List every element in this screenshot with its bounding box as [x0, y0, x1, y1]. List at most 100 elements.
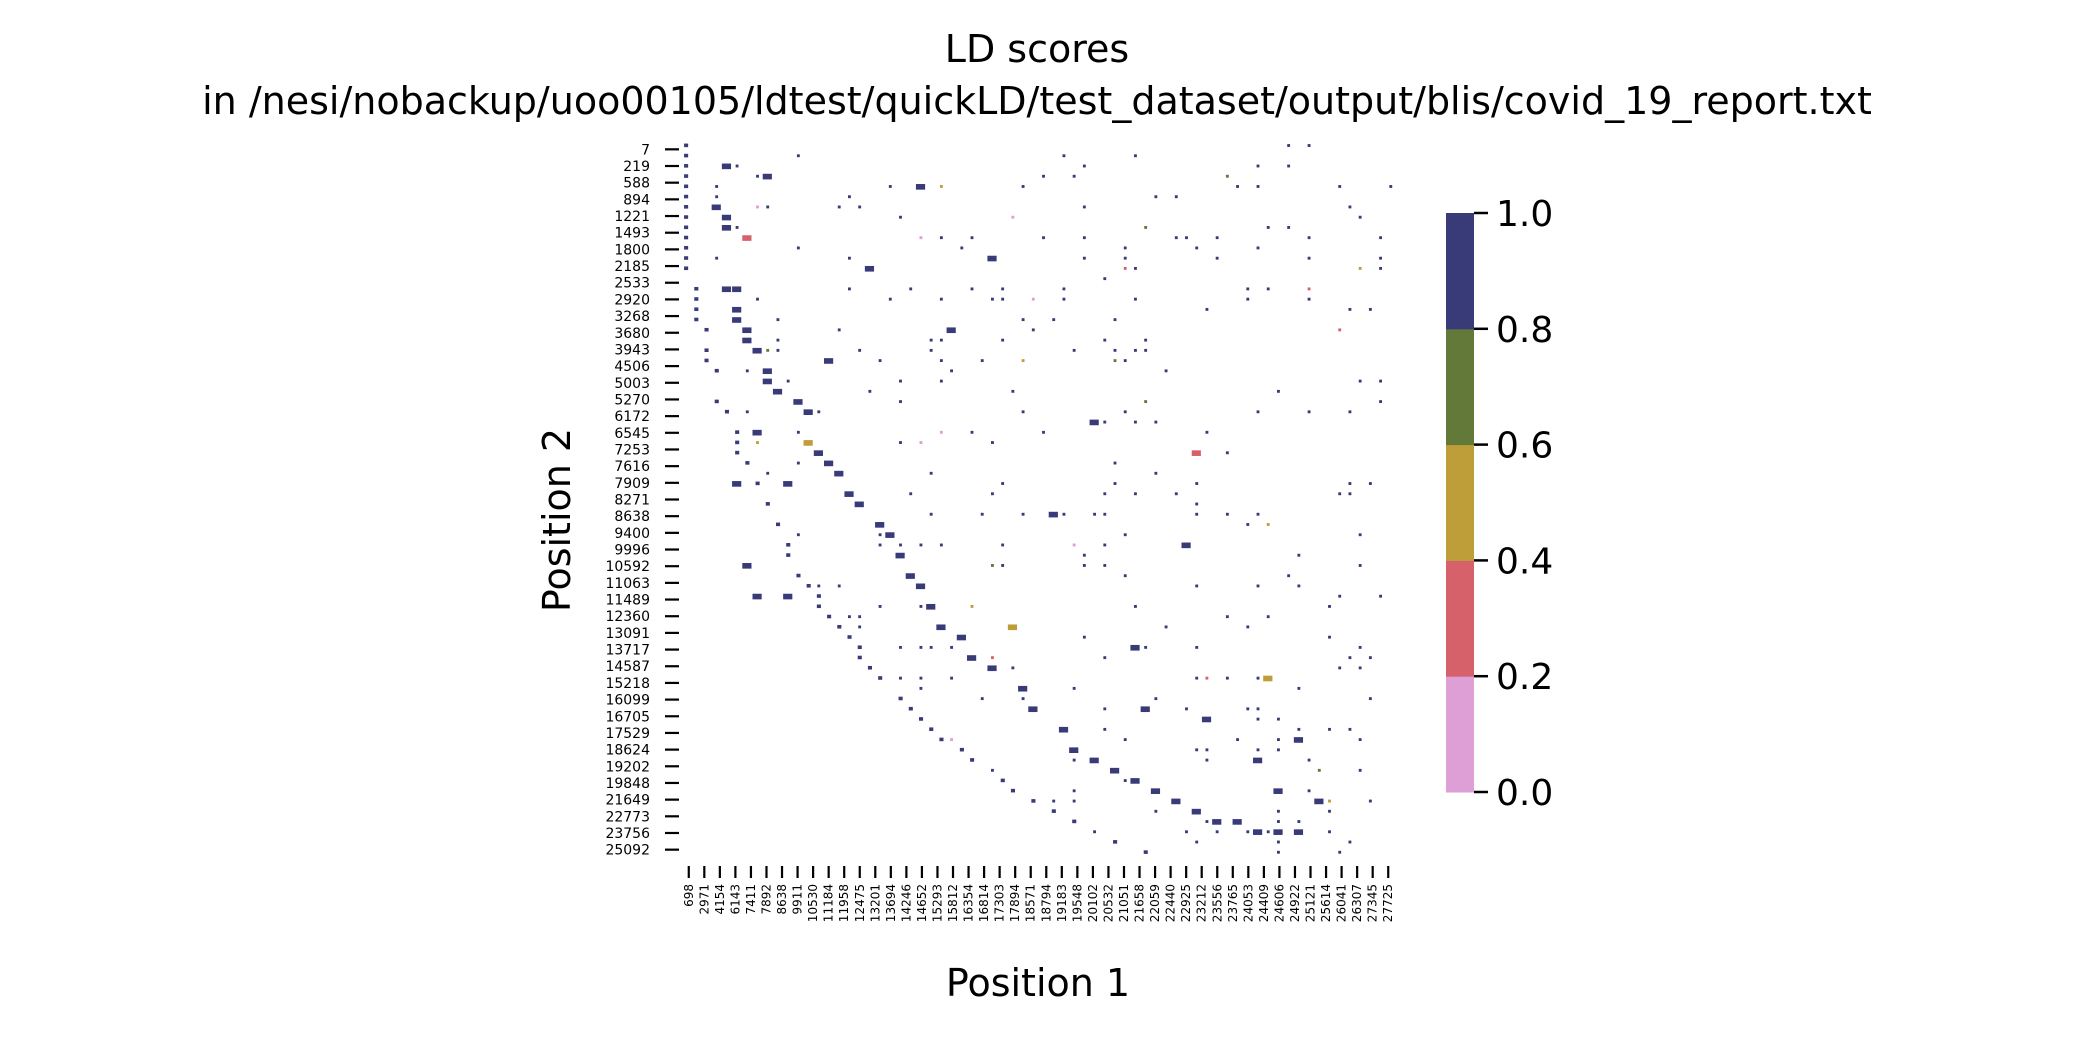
- heatmap-cell: [1328, 635, 1331, 639]
- heatmap-cell: [1174, 195, 1178, 199]
- heatmap-cell: [1123, 533, 1127, 537]
- heatmap-cell: [1297, 820, 1301, 823]
- heatmap-cell: [1379, 594, 1383, 598]
- heatmap-cell: [987, 255, 997, 262]
- heatmap-cell: [745, 410, 749, 414]
- heatmap-cell: [1307, 410, 1311, 414]
- x-tick-label: 22059: [1148, 884, 1162, 922]
- heatmap-cell: [796, 246, 800, 250]
- y-tick-label: 4506: [614, 359, 650, 375]
- y-tick-label: 5270: [614, 392, 650, 408]
- heatmap-cell: [960, 246, 964, 250]
- heatmap-cell: [1293, 737, 1304, 743]
- heatmap-cell: [1379, 266, 1383, 270]
- heatmap-cell: [1266, 830, 1270, 834]
- heatmap-cell: [1134, 420, 1137, 424]
- y-tick-label: 1800: [614, 242, 650, 258]
- heatmap-cell: [1253, 757, 1263, 764]
- chart-title: LD scores: [945, 27, 1129, 71]
- x-tick-label: 25614: [1319, 884, 1333, 922]
- heatmap-cell: [1185, 830, 1188, 834]
- heatmap-cell: [1195, 502, 1199, 506]
- heatmap-cell: [817, 410, 821, 414]
- heatmap-cell: [1277, 809, 1280, 813]
- heatmap-cell: [1001, 564, 1005, 567]
- colorbar-tick-label: 0.0: [1496, 773, 1553, 814]
- heatmap-cell: [848, 195, 851, 199]
- heatmap-cell: [950, 645, 954, 649]
- heatmap-cell: [1021, 512, 1025, 516]
- heatmap-cell: [1021, 318, 1025, 322]
- heatmap-cell: [1277, 850, 1280, 854]
- heatmap-cell: [1328, 809, 1331, 813]
- heatmap-cell: [796, 533, 800, 537]
- heatmap-cell: [1266, 523, 1270, 526]
- heatmap-cell: [1031, 799, 1036, 803]
- x-tick-label: 17894: [1008, 884, 1022, 922]
- heatmap-cell: [793, 399, 803, 405]
- heatmap-cell: [1072, 819, 1077, 824]
- heatmap-cell: [1123, 779, 1127, 782]
- heatmap-cell: [1287, 226, 1291, 229]
- x-tick-label: 16814: [977, 884, 991, 922]
- heatmap-cell: [875, 522, 885, 528]
- heatmap-cell: [715, 256, 719, 260]
- heatmap-cell: [796, 154, 800, 158]
- heatmap-cell: [905, 573, 915, 579]
- x-tick-label: 2971: [697, 884, 711, 915]
- heatmap-cell: [1123, 738, 1127, 742]
- x-tick-label: 698: [682, 884, 696, 907]
- heatmap-cell: [858, 615, 862, 619]
- heatmap-cell: [1277, 389, 1280, 393]
- y-tick-label: 15218: [605, 676, 650, 692]
- heatmap-cell: [684, 225, 689, 230]
- y-tick-label: 10592: [605, 559, 650, 575]
- heatmap-cell: [1072, 758, 1076, 762]
- heatmap-cell: [1052, 799, 1056, 803]
- heatmap-cell: [796, 461, 800, 465]
- heatmap-cell: [858, 625, 862, 629]
- heatmap-cell: [1287, 164, 1291, 168]
- heatmap-cell: [1246, 625, 1250, 629]
- heatmap-cell: [1225, 174, 1229, 178]
- heatmap-cell: [1062, 154, 1066, 158]
- heatmap-cell: [1113, 840, 1118, 844]
- x-tick-label: 27345: [1366, 884, 1380, 922]
- heatmap-cell: [908, 706, 913, 711]
- heatmap-cell: [704, 327, 709, 332]
- heatmap-cell: [1110, 767, 1120, 774]
- heatmap-cell: [816, 604, 821, 609]
- heatmap-cell: [1307, 789, 1311, 793]
- x-tick-label: 18794: [1039, 884, 1053, 922]
- heatmap-cell: [1215, 830, 1219, 834]
- x-tick-label: 23212: [1195, 884, 1209, 922]
- y-tick-label: 3680: [614, 326, 650, 342]
- heatmap-cell: [1307, 297, 1311, 301]
- heatmap-cell: [1164, 369, 1168, 373]
- heatmap-cell: [1205, 748, 1209, 752]
- heatmap-cell: [1103, 420, 1107, 424]
- heatmap-cell: [848, 256, 851, 260]
- heatmap-cell: [1154, 471, 1158, 475]
- colorbar-tick-label: 1.0: [1496, 194, 1553, 235]
- heatmap-cell: [1072, 543, 1076, 547]
- heatmap-cell: [837, 205, 841, 209]
- heatmap-cell: [1134, 266, 1137, 270]
- heatmap-cell: [1072, 789, 1076, 793]
- heatmap-cell: [1042, 236, 1045, 240]
- heatmap-cell: [684, 245, 689, 250]
- y-tick-label: 7616: [614, 459, 650, 475]
- heatmap-cell: [844, 491, 854, 497]
- heatmap-cell: [1191, 808, 1201, 815]
- heatmap-cell: [1358, 215, 1362, 219]
- heatmap-cell: [970, 236, 974, 240]
- heatmap-cell: [1256, 410, 1260, 414]
- heatmap-cell: [1212, 819, 1222, 825]
- heatmap-cell: [1062, 297, 1066, 301]
- heatmap-cell: [762, 173, 772, 180]
- heatmap-cell: [1144, 645, 1148, 649]
- heatmap-cell: [1266, 287, 1270, 291]
- heatmap-cell: [1307, 758, 1311, 762]
- heatmap-cell: [1225, 676, 1229, 680]
- heatmap-cell: [684, 143, 689, 148]
